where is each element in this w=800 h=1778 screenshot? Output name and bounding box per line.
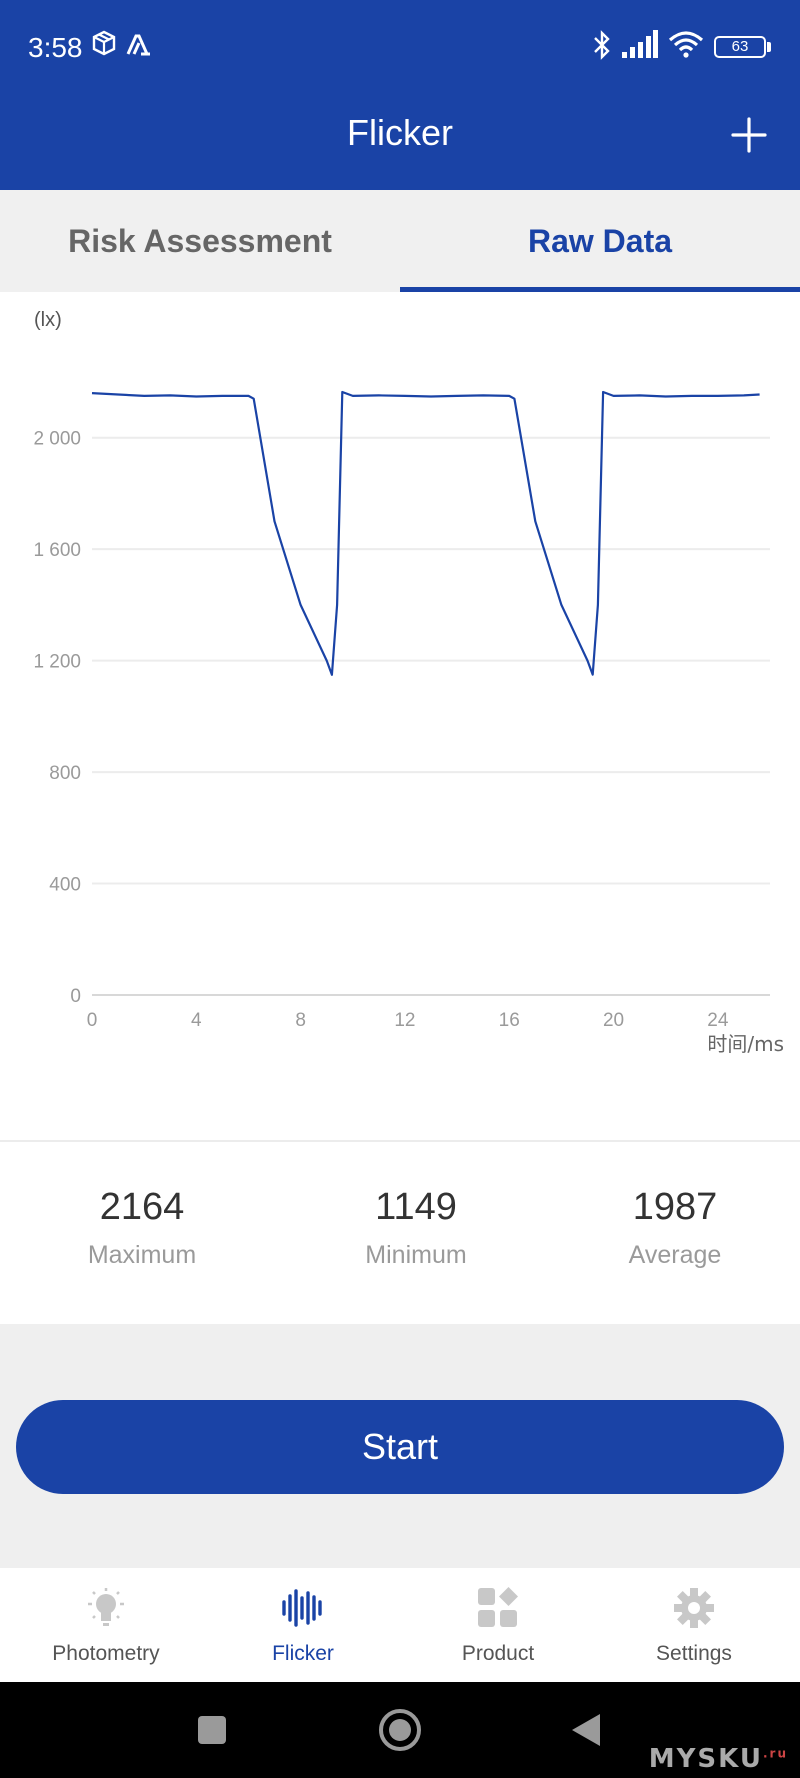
x-tick-label: 20 (603, 1010, 624, 1031)
top-bar: 3:58 63 (0, 0, 800, 190)
stat-average: 1987 Average (575, 1186, 775, 1270)
x-tick-label: 16 (499, 1010, 520, 1031)
nav-label-photometry: Photometry (52, 1642, 160, 1665)
tab-raw-data[interactable]: Raw Data (527, 223, 673, 259)
x-tick-label: 0 (87, 1010, 98, 1031)
raw-data-chart: (lx) 0 400 800 1 200 1 600 2 000 0 4 8 12 16 20 24 时间/… (0, 292, 800, 1140)
waveform-icon (282, 1589, 322, 1627)
y-tick-label: 1 600 (33, 540, 81, 561)
battery-level: 63 (731, 38, 749, 55)
x-tick-label: 12 (394, 1010, 415, 1031)
nav-label-product: Product (461, 1642, 535, 1665)
x-tick-label: 24 (707, 1010, 729, 1031)
app-icon (126, 34, 150, 56)
stats-divider (0, 1140, 800, 1142)
wifi-icon (668, 31, 704, 58)
y-tick-label: 400 (49, 875, 81, 896)
x-tick-label: 4 (191, 1010, 202, 1031)
y-axis-label: (lx) (34, 309, 62, 331)
x-axis-label: 时间/ms (707, 1032, 784, 1056)
stat-average-label: Average (628, 1241, 722, 1269)
start-button[interactable]: Start (16, 1400, 784, 1494)
chart-svg: (lx) 0 400 800 1 200 1 600 2 000 0 4 8 12 16 20 24时间/… (33, 309, 784, 1056)
bluetooth-icon (594, 30, 610, 60)
watermark-suffix: .ru (762, 1746, 788, 1761)
box-icon (92, 30, 116, 56)
nav-item-settings[interactable]: Settings (594, 1568, 794, 1682)
battery-icon: 63 (714, 36, 766, 58)
status-bar: 3:58 63 (0, 0, 800, 96)
system-nav-bar: MYSKU.ru (0, 1682, 800, 1778)
tab-bar: Risk Assessment Raw Data (0, 190, 800, 292)
grid-icon (478, 1587, 518, 1627)
status-time: 3:58 (28, 32, 83, 63)
bulb-icon (88, 1588, 124, 1626)
nav-label-flicker: Flicker (272, 1642, 334, 1665)
signal-icon (622, 30, 658, 58)
y-tick-label: 0 (70, 986, 81, 1007)
plus-icon[interactable] (724, 110, 774, 160)
circle-icon[interactable] (376, 1706, 424, 1754)
stat-minimum-value: 1149 (375, 1186, 457, 1228)
stat-average-value: 1987 (632, 1186, 718, 1228)
nav-label-settings: Settings (656, 1642, 732, 1665)
square-icon[interactable] (188, 1706, 236, 1754)
stat-maximum-value: 2164 (99, 1186, 185, 1228)
nav-item-product[interactable]: Product (398, 1568, 598, 1682)
y-tick-label: 800 (49, 763, 81, 784)
gear-icon (674, 1588, 714, 1628)
start-area: Start (0, 1324, 800, 1568)
tab-risk-assessment[interactable]: Risk Assessment (68, 223, 332, 259)
nav-item-photometry[interactable]: Photometry (6, 1568, 206, 1682)
x-tick-label: 8 (295, 1010, 306, 1031)
stat-maximum: 2164 Maximum (42, 1186, 242, 1270)
back-triangle-icon[interactable] (564, 1706, 612, 1754)
y-tick-label: 2 000 (33, 429, 81, 450)
battery-tip (767, 42, 771, 52)
y-tick-label: 1 200 (33, 652, 81, 673)
bottom-nav: Photometry Flicker Product (0, 1568, 800, 1682)
stat-maximum-label: Maximum (87, 1241, 197, 1269)
series-line (91, 390, 760, 676)
stats-panel: 2164 Maximum 1149 Minimum 1987 Average (0, 1142, 800, 1324)
page-title: Flicker (347, 112, 453, 153)
stat-minimum: 1149 Minimum (316, 1186, 516, 1270)
stat-minimum-label: Minimum (365, 1241, 467, 1269)
tab-indicator (400, 287, 800, 292)
watermark: MYSKU.ru (649, 1744, 788, 1774)
watermark-text: MYSKU (648, 1744, 763, 1774)
nav-item-flicker[interactable]: Flicker (203, 1568, 403, 1682)
